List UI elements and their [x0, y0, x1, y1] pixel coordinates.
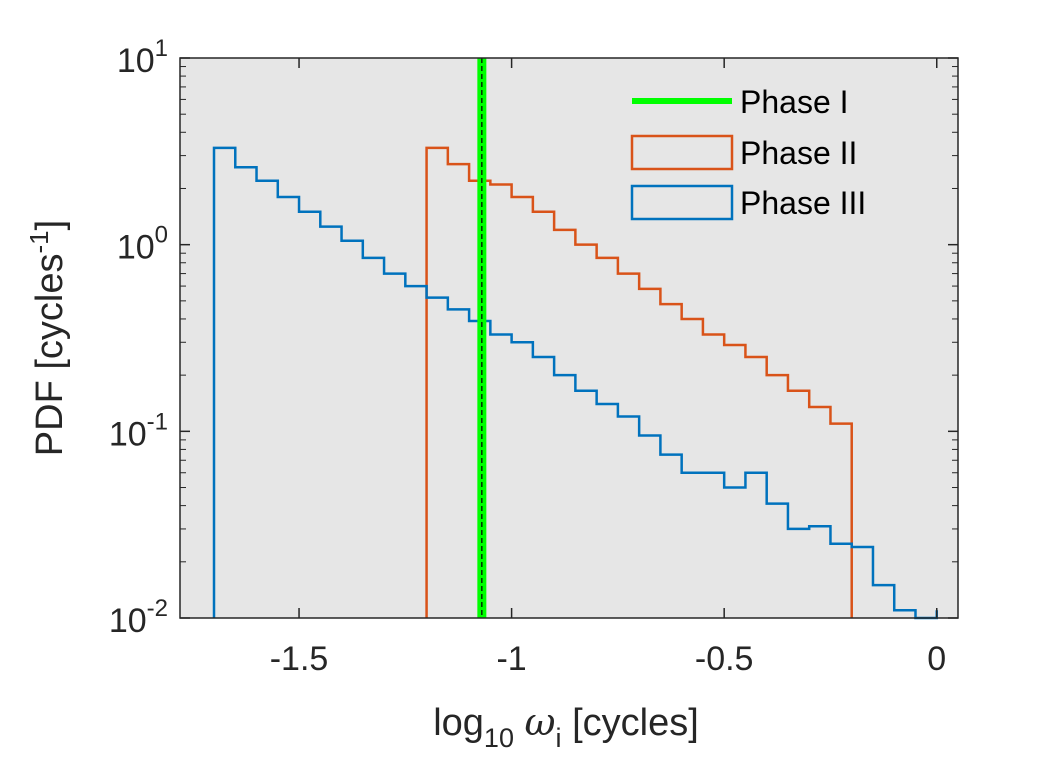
- y-axis-title-main: PDF [cycles: [29, 253, 71, 456]
- plot-area: [180, 58, 958, 618]
- legend-label-phase-iii: Phase III: [740, 185, 866, 221]
- y-axis-title: PDF [cycles-1]: [24, 220, 71, 456]
- legend: Phase I Phase II Phase III: [630, 84, 866, 221]
- x-axis-title-log: log: [433, 702, 484, 744]
- x-axis-title: log10 ωi [cycles]: [433, 700, 699, 753]
- legend-label-phase-ii: Phase II: [740, 135, 857, 171]
- x-axis-title-omega-sub: i: [556, 723, 562, 753]
- x-tick-label: 0: [927, 640, 946, 678]
- plot-frame: [179, 57, 959, 619]
- x-tick-label: -0.5: [695, 640, 754, 678]
- series-phase-iii: [212, 146, 938, 620]
- y-tick-label: 10-1: [109, 408, 168, 453]
- x-axis-title-unit: [cycles]: [572, 702, 699, 744]
- y-axis-title-close: ]: [29, 220, 71, 231]
- x-tick-label: -1.5: [270, 640, 329, 678]
- legend-label-phase-i: Phase I: [740, 84, 849, 120]
- series-layer: [212, 146, 938, 620]
- legend-swatch-phase-ii: [630, 134, 734, 171]
- series-phase-ii: [425, 146, 853, 618]
- histogram-step-3: [212, 146, 938, 620]
- x-tick-label: -1: [496, 640, 526, 678]
- x-axis-title-sub: 10: [484, 723, 514, 753]
- legend-swatch-phase-iii: [630, 184, 734, 221]
- x-axis-title-omega: ω: [525, 700, 556, 744]
- y-tick-label: 10-2: [109, 595, 168, 640]
- y-tick-label: 101: [117, 35, 168, 80]
- y-tick-label: 100: [117, 222, 168, 267]
- y-axis-title-sup: -1: [24, 230, 54, 253]
- histogram-step-2: [425, 146, 853, 618]
- axis-ticks: -1.5 -1 -0.5 0 10-2 10-1 100 101: [109, 35, 958, 678]
